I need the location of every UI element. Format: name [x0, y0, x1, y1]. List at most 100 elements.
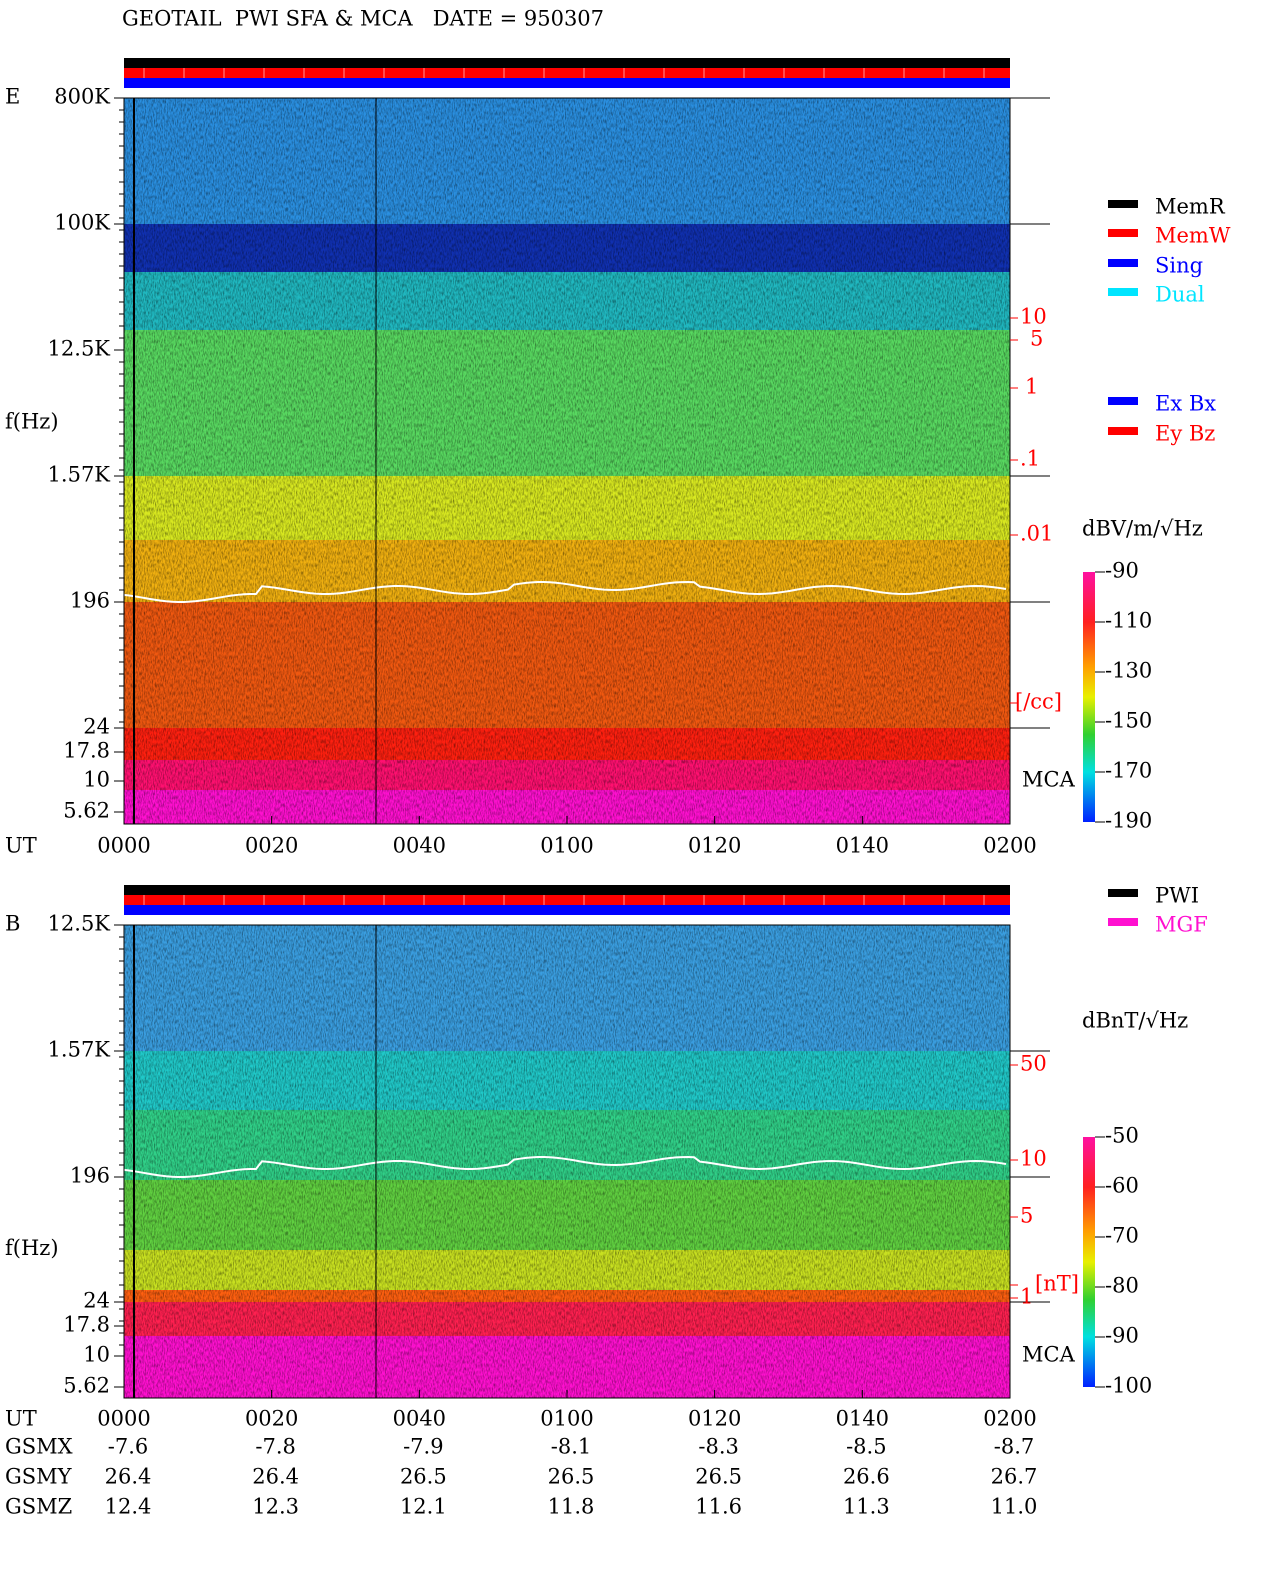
colorbar-tick-label: -50 [1105, 1124, 1139, 1148]
orbit-value: -7.6 [108, 1435, 149, 1459]
freq-tick-label: 24 [83, 715, 110, 739]
freq-tick-label: 17.8 [63, 739, 110, 763]
orbit-value: 12.3 [252, 1495, 299, 1519]
density-label: 5 [1020, 1204, 1033, 1228]
orbit-value: 26.5 [400, 1465, 447, 1489]
title: GEOTAIL PWI SFA & MCA DATE = 950307 [122, 7, 604, 31]
legend-swatch [1108, 259, 1138, 267]
legend-label: MGF [1155, 913, 1208, 937]
orbit-value: 26.4 [252, 1465, 299, 1489]
status-bar [124, 905, 1010, 915]
status-bar [124, 78, 1010, 88]
freq-tick-label: 196 [70, 589, 110, 613]
freq-tick-label: 1.57K [48, 463, 111, 487]
plasma-trace [123, 1156, 1007, 1178]
time-tick-label: 0100 [540, 834, 593, 858]
freq-tick-label: 1.57K [48, 1038, 111, 1062]
orbit-value: 26.5 [548, 1465, 595, 1489]
colorbar-tick-label: -150 [1105, 709, 1152, 733]
legend-label: Dual [1155, 283, 1205, 307]
status-bar [124, 895, 1010, 905]
freq-tick-label: 24 [83, 1289, 110, 1313]
legend-swatch [1108, 229, 1138, 237]
orbit-value: 11.0 [991, 1495, 1038, 1519]
legend-label: Sing [1155, 254, 1203, 278]
colorbar-tick-label: -60 [1105, 1174, 1139, 1198]
freq-tick-label: 100K [54, 211, 110, 235]
time-axis-label: UT [5, 1407, 37, 1431]
colorbar-tick-label: -100 [1105, 1374, 1152, 1398]
freq-tick-label: 196 [70, 1164, 110, 1188]
time-tick-label: 0200 [983, 834, 1036, 858]
colorbar-tick-label: -190 [1105, 809, 1152, 833]
legend-label: PWI [1155, 884, 1199, 908]
legend-swatch [1108, 288, 1138, 296]
time-tick-label: 0000 [97, 1407, 150, 1431]
time-tick-label: 0020 [245, 1407, 298, 1431]
freq-tick-label: 5.62 [63, 799, 110, 823]
density-label: 1 [1025, 375, 1038, 399]
time-tick-label: 0200 [983, 1407, 1036, 1431]
freq-tick-label: 12.5K [48, 912, 111, 936]
orbit-value: 11.3 [843, 1495, 890, 1519]
orbit-value: -8.7 [994, 1435, 1035, 1459]
time-tick-label: 0000 [97, 834, 150, 858]
orbit-value: 26.5 [695, 1465, 742, 1489]
orbit-value: 26.4 [105, 1465, 152, 1489]
colorbar-tick-label: -170 [1105, 759, 1152, 783]
legend-swatch [1108, 889, 1138, 897]
orbit-value: 26.7 [991, 1465, 1038, 1489]
colorbar-tick-label: -70 [1105, 1224, 1139, 1248]
orbit-value: 12.4 [105, 1495, 152, 1519]
legend-swatch [1108, 427, 1138, 435]
freq-tick-label: 17.8 [63, 1313, 110, 1337]
orbit-value: 26.6 [843, 1465, 890, 1489]
time-tick-label: 0040 [393, 1407, 446, 1431]
orbit-value: -7.8 [255, 1435, 296, 1459]
orbit-value: -8.1 [551, 1435, 592, 1459]
density-label: .01 [1020, 522, 1053, 546]
orbit-label: GSMY [5, 1465, 73, 1489]
colorbar [1083, 572, 1095, 822]
plasma-trace [123, 581, 1007, 603]
time-tick-label: 0140 [836, 1407, 889, 1431]
orbit-value: -7.9 [403, 1435, 444, 1459]
density-label: 10 [1020, 1147, 1047, 1171]
orbit-value: 11.8 [548, 1495, 595, 1519]
time-tick-label: 0120 [688, 834, 741, 858]
colorbar-tick-label: -90 [1105, 1324, 1139, 1348]
density-label: [nT] [1035, 1272, 1079, 1296]
legend-label: MemW [1155, 224, 1231, 248]
legend-swatch [1108, 918, 1138, 926]
time-tick-label: 0120 [688, 1407, 741, 1431]
orbit-value: 12.1 [400, 1495, 447, 1519]
freq-tick-label: 800K [54, 85, 110, 109]
freq-tick-label: 12.5K [48, 337, 111, 361]
density-label: 10 [1020, 305, 1047, 329]
panel-label: E [5, 85, 20, 109]
legend-swatch [1108, 200, 1138, 208]
mca-label: MCA [1022, 768, 1076, 792]
y-axis-label: f(Hz) [5, 410, 59, 434]
legend-swatch [1108, 397, 1138, 405]
density-label: 5 [1030, 327, 1043, 351]
colorbar-unit: dBV/m/√Hz [1082, 517, 1203, 541]
colorbar-tick-label: -110 [1105, 609, 1152, 633]
time-tick-label: 0100 [540, 1407, 593, 1431]
colorbar-unit: dBnT/√Hz [1082, 1009, 1188, 1033]
colorbar [1083, 1137, 1095, 1387]
density-label: 1 [1020, 1285, 1033, 1309]
time-tick-label: 0140 [836, 834, 889, 858]
panel-label: B [5, 912, 20, 936]
orbit-value: 11.6 [695, 1495, 742, 1519]
colorbar-tick-label: -80 [1105, 1274, 1139, 1298]
density-label: [/cc] [1015, 690, 1062, 714]
freq-tick-label: 10 [83, 1343, 110, 1367]
colorbar-tick-label: -90 [1105, 559, 1139, 583]
status-bar [124, 885, 1010, 895]
orbit-label: GSMZ [5, 1495, 72, 1519]
density-label: 50 [1020, 1052, 1047, 1076]
freq-tick-label: 10 [83, 768, 110, 792]
time-axis-label: UT [5, 834, 37, 858]
